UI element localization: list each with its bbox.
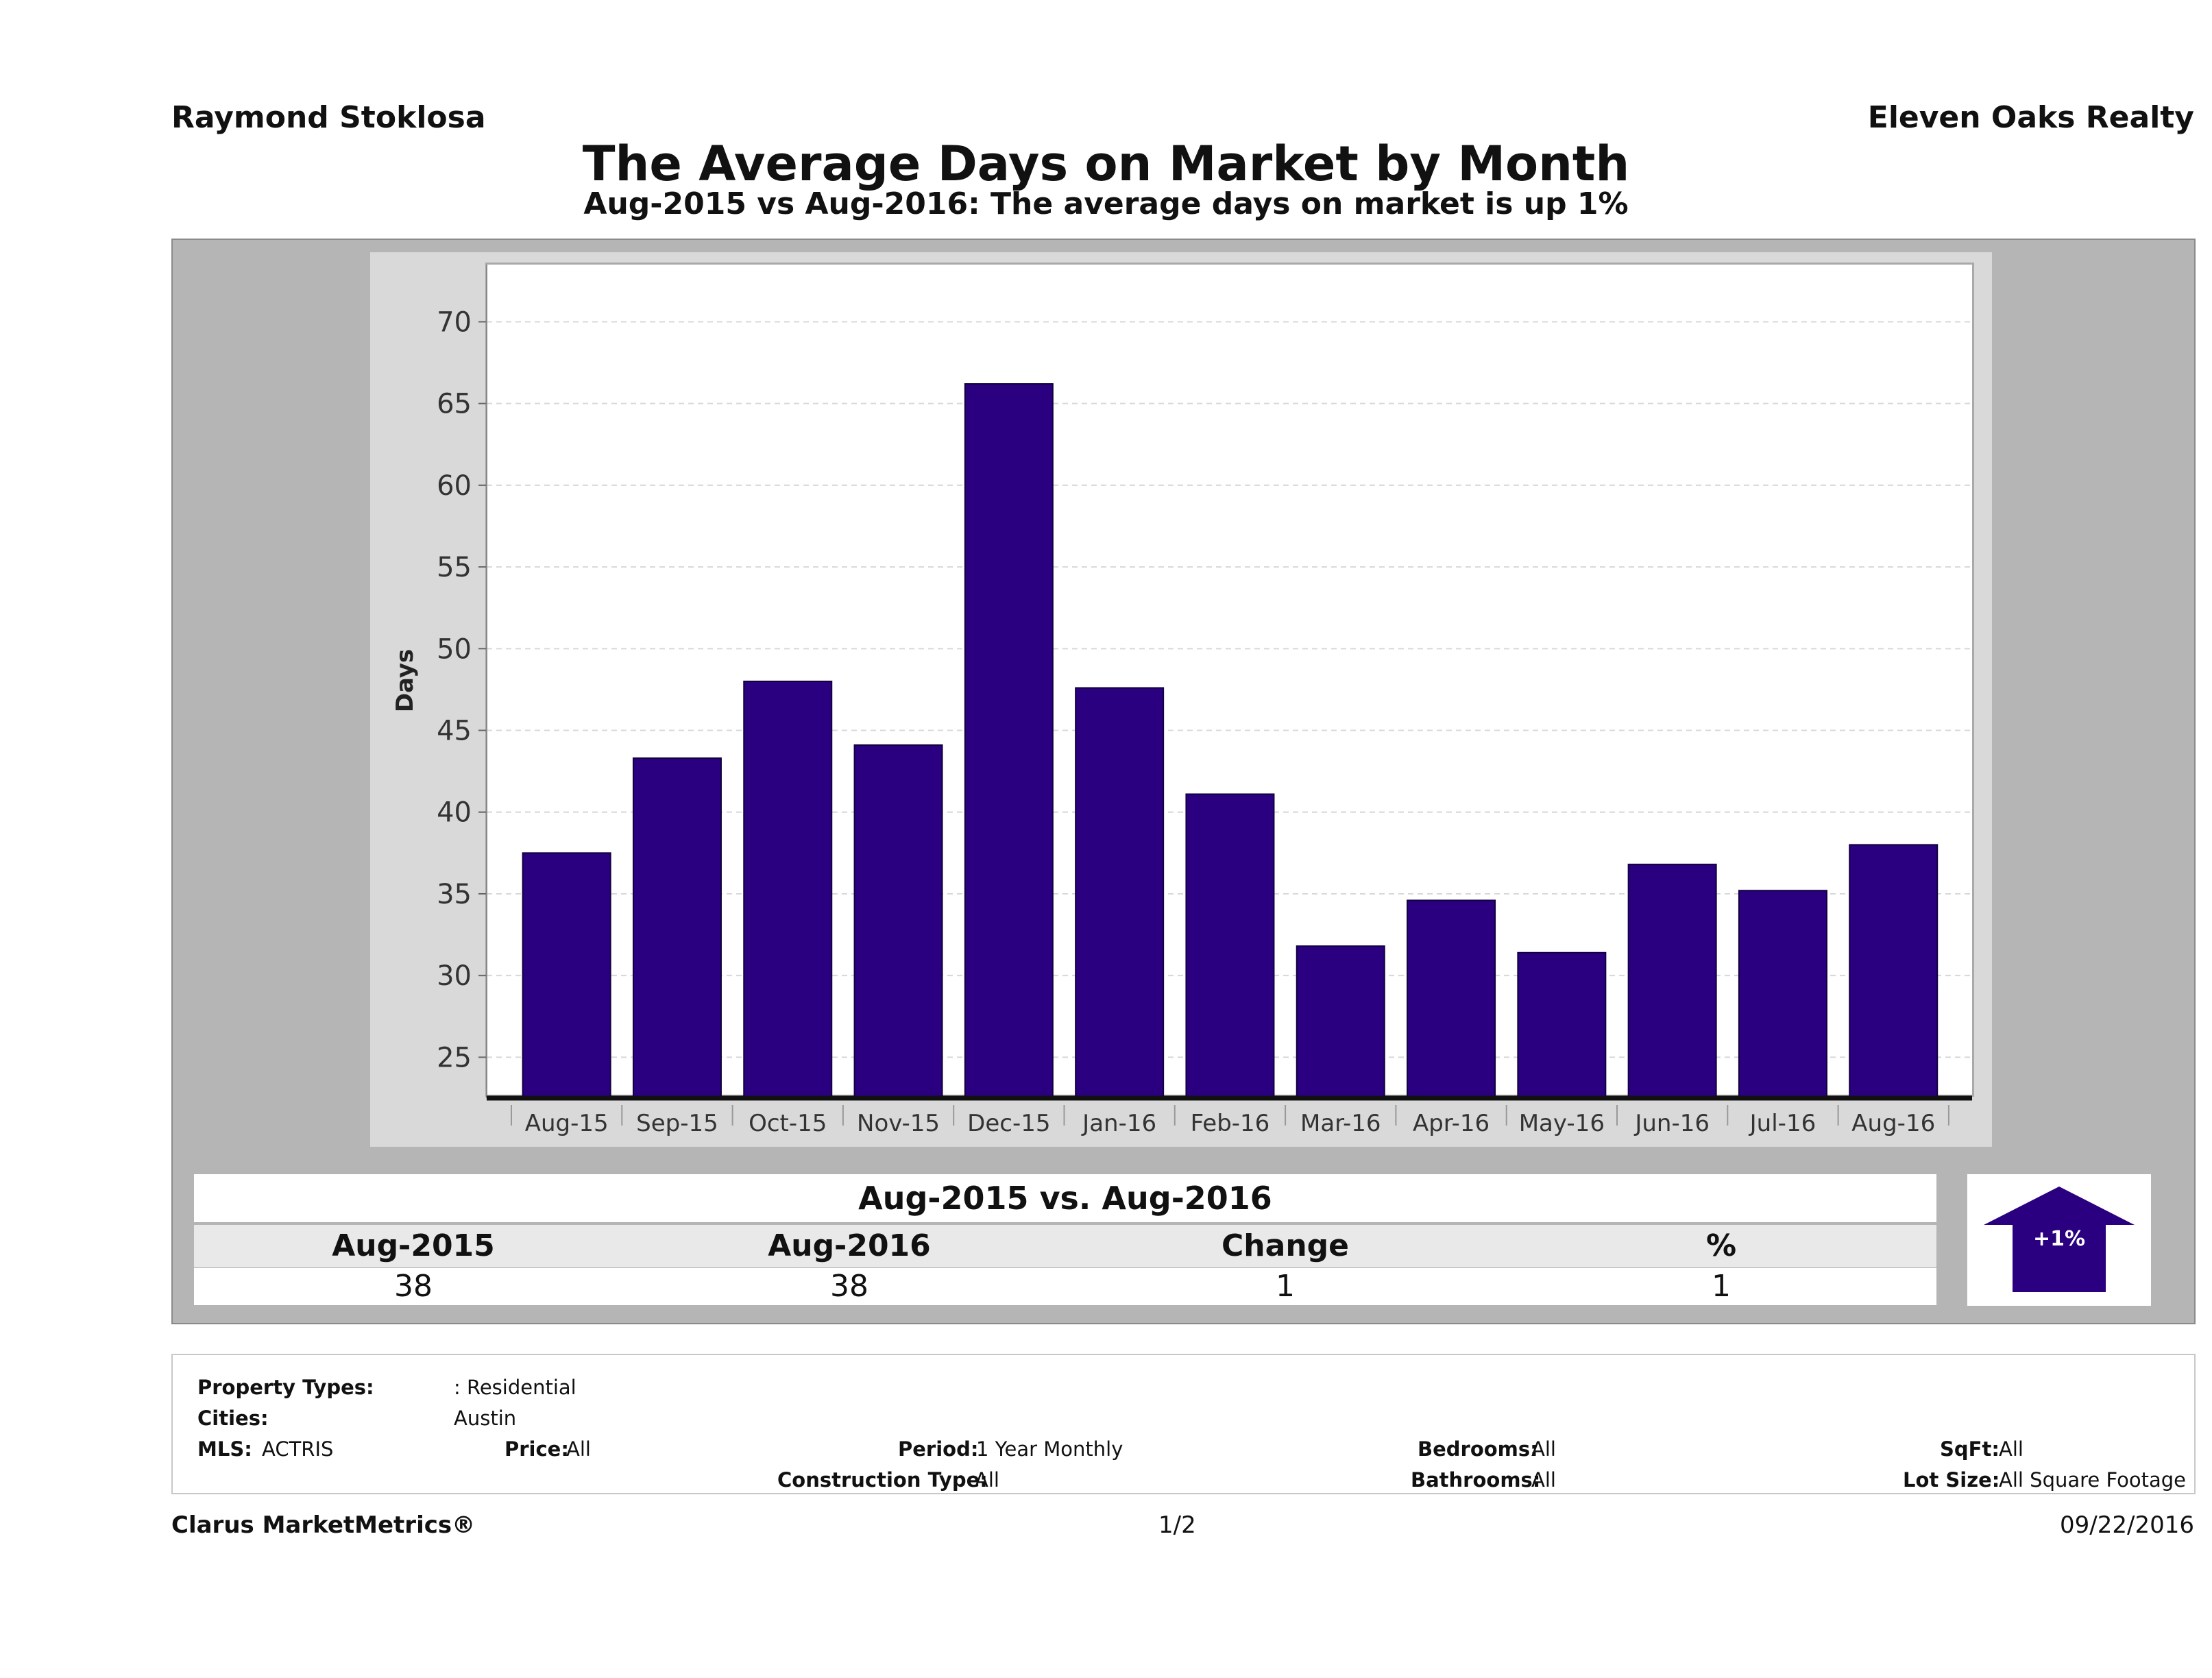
x-tick-label: Sep-15 [636, 1110, 718, 1137]
y-tick-label: 25 [437, 1042, 472, 1073]
bar-sep-15 [632, 757, 722, 1099]
comparison-header-row: Aug-2015 Aug-2016 Change % [194, 1225, 1936, 1267]
brokerage-name: Eleven Oaks Realty [1867, 100, 2194, 135]
header-percent: % [1705, 1228, 1737, 1263]
property-types-label: Property Types: [197, 1376, 374, 1399]
value-aug-2016: 38 [830, 1269, 868, 1304]
lot-size-value: All Square Footage [1999, 1468, 2187, 1492]
bar-jan-16 [1075, 687, 1165, 1099]
y-tick-label: 60 [437, 470, 472, 502]
bedrooms-value: All [1531, 1437, 1556, 1461]
cities-label: Cities: [197, 1407, 269, 1430]
bar-dec-15 [964, 383, 1054, 1099]
bar-chart: 25 30 35 40 45 50 55 60 65 70 Aug-15 Sep-15 Oct-15 No… [391, 265, 1972, 1137]
lot-size-label: Lot Size: [1903, 1468, 2000, 1492]
x-tick-label: Dec-15 [967, 1110, 1050, 1137]
cities-value: Austin [454, 1407, 517, 1430]
value-aug-2015: 38 [394, 1269, 433, 1304]
bar-oct-15 [743, 681, 833, 1099]
header-aug-2016: Aug-2016 [768, 1228, 931, 1263]
bathrooms-label: Bathrooms: [1411, 1468, 1541, 1492]
agent-name: Raymond Stoklosa [171, 100, 486, 135]
y-tick-label: 45 [437, 716, 472, 747]
report-subtitle: Aug-2015 vs Aug-2016: The average days o… [583, 186, 1629, 221]
bar-apr-16 [1407, 899, 1496, 1099]
bar-aug-15 [522, 852, 611, 1099]
x-tick-label: Mar-16 [1300, 1110, 1381, 1137]
x-tick-label: Nov-15 [857, 1110, 940, 1137]
y-tick-label: 65 [437, 389, 472, 420]
period-label: Period: [898, 1437, 979, 1461]
bar-nov-15 [853, 744, 943, 1099]
filter-panel: Property Types: : Residential Cities: Au… [171, 1354, 2196, 1494]
bar-aug-16 [1849, 844, 1938, 1099]
mls-value: ACTRIS [262, 1437, 334, 1461]
x-tick-label: Aug-16 [1851, 1110, 1935, 1137]
up-arrow-icon [1984, 1187, 2135, 1292]
header-aug-2015: Aug-2015 [332, 1228, 495, 1263]
value-percent: 1 [1712, 1269, 1731, 1304]
y-tick-label: 55 [437, 552, 472, 583]
report-date: 09/22/2016 [2060, 1511, 2194, 1539]
x-tick-label: Jul-16 [1749, 1110, 1816, 1137]
bar-feb-16 [1185, 793, 1275, 1099]
x-tick-label: May-16 [1519, 1110, 1605, 1137]
x-tick-label: Jan-16 [1081, 1110, 1156, 1137]
price-label: Price: [505, 1437, 569, 1461]
product-name: Clarus MarketMetrics® [171, 1511, 476, 1539]
x-tick-label: Apr-16 [1413, 1110, 1490, 1137]
x-tick-label: Feb-16 [1191, 1110, 1270, 1137]
period-value: 1 Year Monthly [976, 1437, 1123, 1461]
bar-jun-16 [1627, 864, 1717, 1099]
y-axis-label: Days [391, 649, 419, 713]
price-value: All [566, 1437, 591, 1461]
report-title: The Average Days on Market by Month [582, 136, 1630, 192]
construction-type-label: Construction Type: [777, 1468, 988, 1492]
x-tick-label: Jun-16 [1633, 1110, 1710, 1137]
y-tick-label: 30 [437, 960, 472, 992]
x-tick-label: Oct-15 [749, 1110, 827, 1137]
x-tick-label: Aug-15 [525, 1110, 609, 1137]
bar-jul-16 [1738, 890, 1827, 1099]
y-tick-label: 70 [437, 306, 472, 338]
comparison-value-row: 38 38 1 1 [194, 1268, 1936, 1305]
mls-label: MLS: [197, 1437, 252, 1461]
bar-mar-16 [1296, 945, 1385, 1099]
construction-type-value: All [975, 1468, 999, 1492]
header-change: Change [1222, 1228, 1349, 1263]
bathrooms-value: All [1531, 1468, 1556, 1492]
bedrooms-label: Bedrooms: [1418, 1437, 1538, 1461]
comparison-title: Aug-2015 vs. Aug-2016 [194, 1174, 1936, 1222]
bar-may-16 [1517, 951, 1607, 1099]
change-indicator [1967, 1174, 2151, 1306]
page-number: 1/2 [1158, 1511, 1196, 1539]
value-change: 1 [1276, 1269, 1295, 1304]
y-tick-label: 40 [437, 797, 472, 829]
sqft-value: All [1999, 1437, 2023, 1461]
y-tick-label: 50 [437, 633, 472, 665]
change-badge: +1% [2032, 1227, 2086, 1251]
sqft-label: SqFt: [1940, 1437, 2000, 1461]
bars [522, 383, 1938, 1099]
axes: 25 30 35 40 45 50 55 60 65 70 Aug-15 Sep-15 Oct-15 No… [437, 265, 1972, 1137]
property-types-value: : Residential [454, 1376, 576, 1399]
y-tick-label: 35 [437, 879, 472, 910]
